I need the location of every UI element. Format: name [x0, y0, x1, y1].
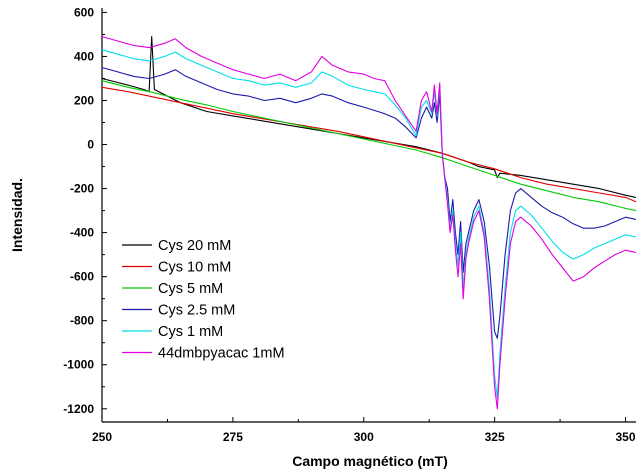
x-tick-label: 350 [616, 430, 636, 444]
chart-axes [101, 8, 636, 423]
y-tick-label: -400 [70, 226, 94, 240]
y-tick-label: -600 [70, 270, 94, 284]
x-tick-label: 325 [485, 430, 505, 444]
plot-series [101, 36, 637, 410]
legend-label: Cys 20 mM [158, 238, 231, 254]
y-tick-label: -200 [70, 182, 94, 196]
y-axis-title: Intensidad. [9, 178, 25, 252]
legend-label: 44dmbpyacac 1mM [158, 346, 285, 362]
y-tick-label: 0 [87, 138, 94, 152]
legend-label: Cys 1 mM [158, 324, 223, 340]
y-tick-label: 400 [74, 49, 94, 63]
series-line-0 [101, 36, 637, 198]
x-tick-label: 275 [223, 430, 243, 444]
x-tick-label: 300 [354, 430, 374, 444]
x-tick-label: 250 [92, 430, 112, 444]
legend-label: Cys 5 mM [158, 281, 223, 297]
y-tick-label: -800 [70, 314, 94, 328]
legend-label: Cys 2.5 mM [158, 303, 235, 319]
legend-label: Cys 10 mM [158, 260, 231, 276]
x-ticks: 250 275 300 325 350 [92, 417, 636, 444]
y-ticks: 600 400 200 0 -200 -400 -600 -800 -1000 -1200 [63, 5, 107, 416]
series-line-1 [101, 86, 637, 203]
series-line-2 [101, 80, 637, 212]
series-line-5 [101, 36, 637, 410]
y-tick-label: 600 [74, 5, 94, 19]
x-axis-title: Campo magnético (mT) [292, 453, 448, 469]
legend: Cys 20 mM Cys 10 mM Cys 5 mM Cys 2.5 mM Cys … [122, 238, 285, 362]
y-tick-label: -1000 [63, 358, 94, 372]
y-tick-label: 200 [74, 93, 94, 107]
y-tick-label: -1200 [63, 402, 94, 416]
series-line-3 [101, 66, 637, 339]
